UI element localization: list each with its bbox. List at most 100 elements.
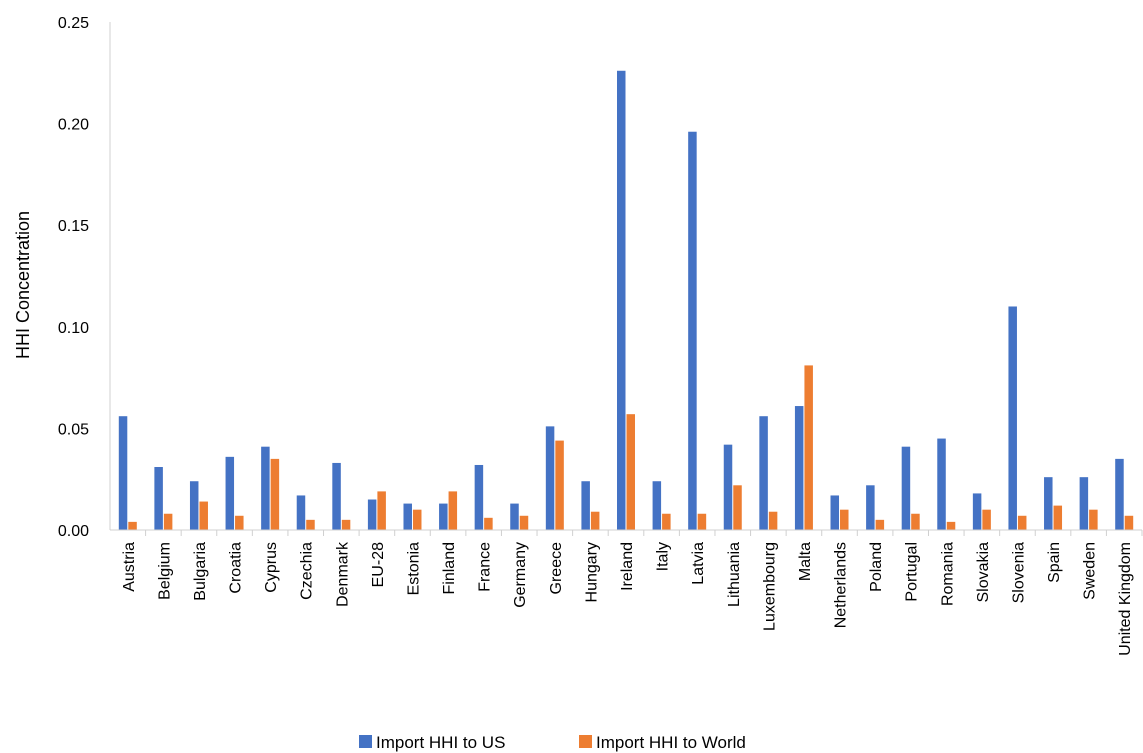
bar-us-latvia bbox=[688, 131, 697, 530]
legend-swatch-world bbox=[579, 735, 592, 748]
x-tick-label: Poland bbox=[868, 542, 885, 592]
bar-us-hungary bbox=[581, 481, 590, 530]
y-tick-label: 0.25 bbox=[58, 15, 89, 32]
x-axis-ticks: Austria Belgium Bulgaria Croatia Cyprus Czech… bbox=[121, 530, 1143, 656]
x-tick-label: Luxembourg bbox=[761, 542, 778, 631]
bar-us-finland bbox=[439, 503, 448, 530]
x-tick-label: France bbox=[477, 542, 494, 592]
bar-us-malta bbox=[794, 406, 804, 530]
x-tick-label: EU-28 bbox=[370, 542, 387, 587]
bar-us-slovakia bbox=[972, 493, 982, 530]
bar-world-ireland bbox=[626, 414, 635, 530]
x-tick-label: Latvia bbox=[690, 542, 707, 585]
bar-world-eu-28 bbox=[377, 491, 386, 530]
bar-us-france bbox=[474, 464, 484, 530]
bar-us-estonia bbox=[403, 503, 412, 530]
bar-world-slovenia bbox=[1017, 515, 1027, 530]
bar-world-bulgaria bbox=[199, 501, 208, 530]
x-tick-label: Slovenia bbox=[1010, 542, 1027, 603]
bar-world-spain bbox=[1053, 505, 1063, 530]
x-tick-label: Greece bbox=[548, 542, 565, 595]
x-tick-label: Belgium bbox=[156, 542, 173, 600]
x-tick-label: Bulgaria bbox=[192, 542, 209, 601]
bar-world-poland bbox=[875, 519, 885, 530]
bar-world-slovakia bbox=[982, 509, 991, 530]
x-tick-label: Slovakia bbox=[975, 542, 992, 603]
bar-us-poland bbox=[866, 485, 875, 530]
x-tick-label: Malta bbox=[797, 542, 814, 581]
bar-world-malta bbox=[804, 365, 813, 530]
bars bbox=[118, 70, 1134, 530]
y-tick-label: 0.10 bbox=[58, 320, 89, 337]
bar-us-belgium bbox=[154, 467, 163, 530]
bar-world-netherlands bbox=[840, 509, 849, 530]
bar-us-eu-28 bbox=[367, 499, 377, 530]
bar-us-germany bbox=[510, 503, 519, 530]
y-axis-ticks: 0.00 0.05 0.10 0.15 0.20 0.25 bbox=[58, 15, 89, 540]
x-tick-label: Cyprus bbox=[263, 542, 280, 593]
bar-us-denmark bbox=[332, 462, 341, 530]
bar-world-germany bbox=[519, 515, 529, 530]
bar-world-sweden bbox=[1089, 509, 1098, 530]
bar-world-united-kingdom bbox=[1124, 515, 1134, 530]
bar-us-cyprus bbox=[261, 446, 270, 530]
x-tick-label: Denmark bbox=[334, 541, 351, 607]
y-axis-label: HHI Concentration bbox=[13, 211, 33, 359]
bar-world-austria bbox=[128, 521, 137, 530]
x-tick-label: Hungary bbox=[583, 542, 600, 602]
bar-us-netherlands bbox=[830, 495, 840, 530]
bar-world-cyprus bbox=[270, 458, 280, 530]
bar-world-estonia bbox=[412, 509, 422, 530]
bar-world-czechia bbox=[306, 519, 315, 530]
bar-us-bulgaria bbox=[189, 481, 199, 530]
legend: Import HHI to US Import HHI to World bbox=[359, 733, 746, 752]
x-tick-label: Netherlands bbox=[833, 542, 850, 628]
x-tick-label: Romania bbox=[939, 542, 956, 606]
bar-world-finland bbox=[448, 491, 458, 530]
bar-us-greece bbox=[545, 426, 555, 530]
x-tick-label: United Kingdom bbox=[1117, 542, 1134, 656]
x-tick-label: Czechia bbox=[299, 542, 316, 600]
bar-world-belgium bbox=[163, 513, 173, 530]
x-tick-label: Estonia bbox=[405, 542, 422, 595]
bar-world-greece bbox=[555, 440, 564, 530]
bar-world-france bbox=[484, 517, 493, 530]
x-tick-label: Italy bbox=[655, 542, 672, 571]
bar-world-romania bbox=[946, 521, 956, 530]
x-tick-label: Sweden bbox=[1082, 542, 1099, 600]
x-tick-label: Austria bbox=[121, 542, 138, 592]
bar-world-latvia bbox=[697, 513, 707, 530]
x-tick-label: Ireland bbox=[619, 542, 636, 591]
y-tick-label: 0.00 bbox=[58, 523, 89, 540]
legend-label-world: Import HHI to World bbox=[596, 733, 746, 752]
bar-us-czechia bbox=[296, 495, 306, 530]
legend-swatch-us bbox=[359, 735, 372, 748]
bar-us-sweden bbox=[1079, 477, 1089, 530]
bar-us-romania bbox=[937, 438, 946, 530]
bar-world-croatia bbox=[235, 515, 244, 530]
bar-us-portugal bbox=[901, 446, 911, 530]
bar-us-lithuania bbox=[723, 444, 733, 530]
legend-label-us: Import HHI to US bbox=[376, 733, 505, 752]
y-tick-label: 0.20 bbox=[58, 117, 89, 134]
bar-us-ireland bbox=[617, 70, 626, 530]
bar-us-austria bbox=[118, 416, 128, 530]
x-tick-label: Croatia bbox=[228, 542, 245, 594]
bar-world-portugal bbox=[911, 513, 920, 530]
bar-us-spain bbox=[1044, 477, 1053, 530]
bar-us-slovenia bbox=[1008, 306, 1017, 530]
bar-world-luxembourg bbox=[768, 511, 778, 530]
bar-world-italy bbox=[662, 513, 671, 530]
y-tick-label: 0.15 bbox=[58, 218, 89, 235]
x-tick-label: Portugal bbox=[904, 542, 921, 602]
bar-us-united-kingdom bbox=[1115, 458, 1124, 530]
x-tick-label: Lithuania bbox=[726, 542, 743, 607]
x-tick-label: Spain bbox=[1046, 542, 1063, 583]
bar-world-lithuania bbox=[733, 485, 742, 530]
x-tick-label: Germany bbox=[512, 542, 529, 608]
y-tick-label: 0.05 bbox=[58, 421, 89, 438]
x-tick-label: Finland bbox=[441, 542, 458, 594]
bar-us-luxembourg bbox=[759, 416, 768, 530]
bar-world-denmark bbox=[341, 519, 351, 530]
